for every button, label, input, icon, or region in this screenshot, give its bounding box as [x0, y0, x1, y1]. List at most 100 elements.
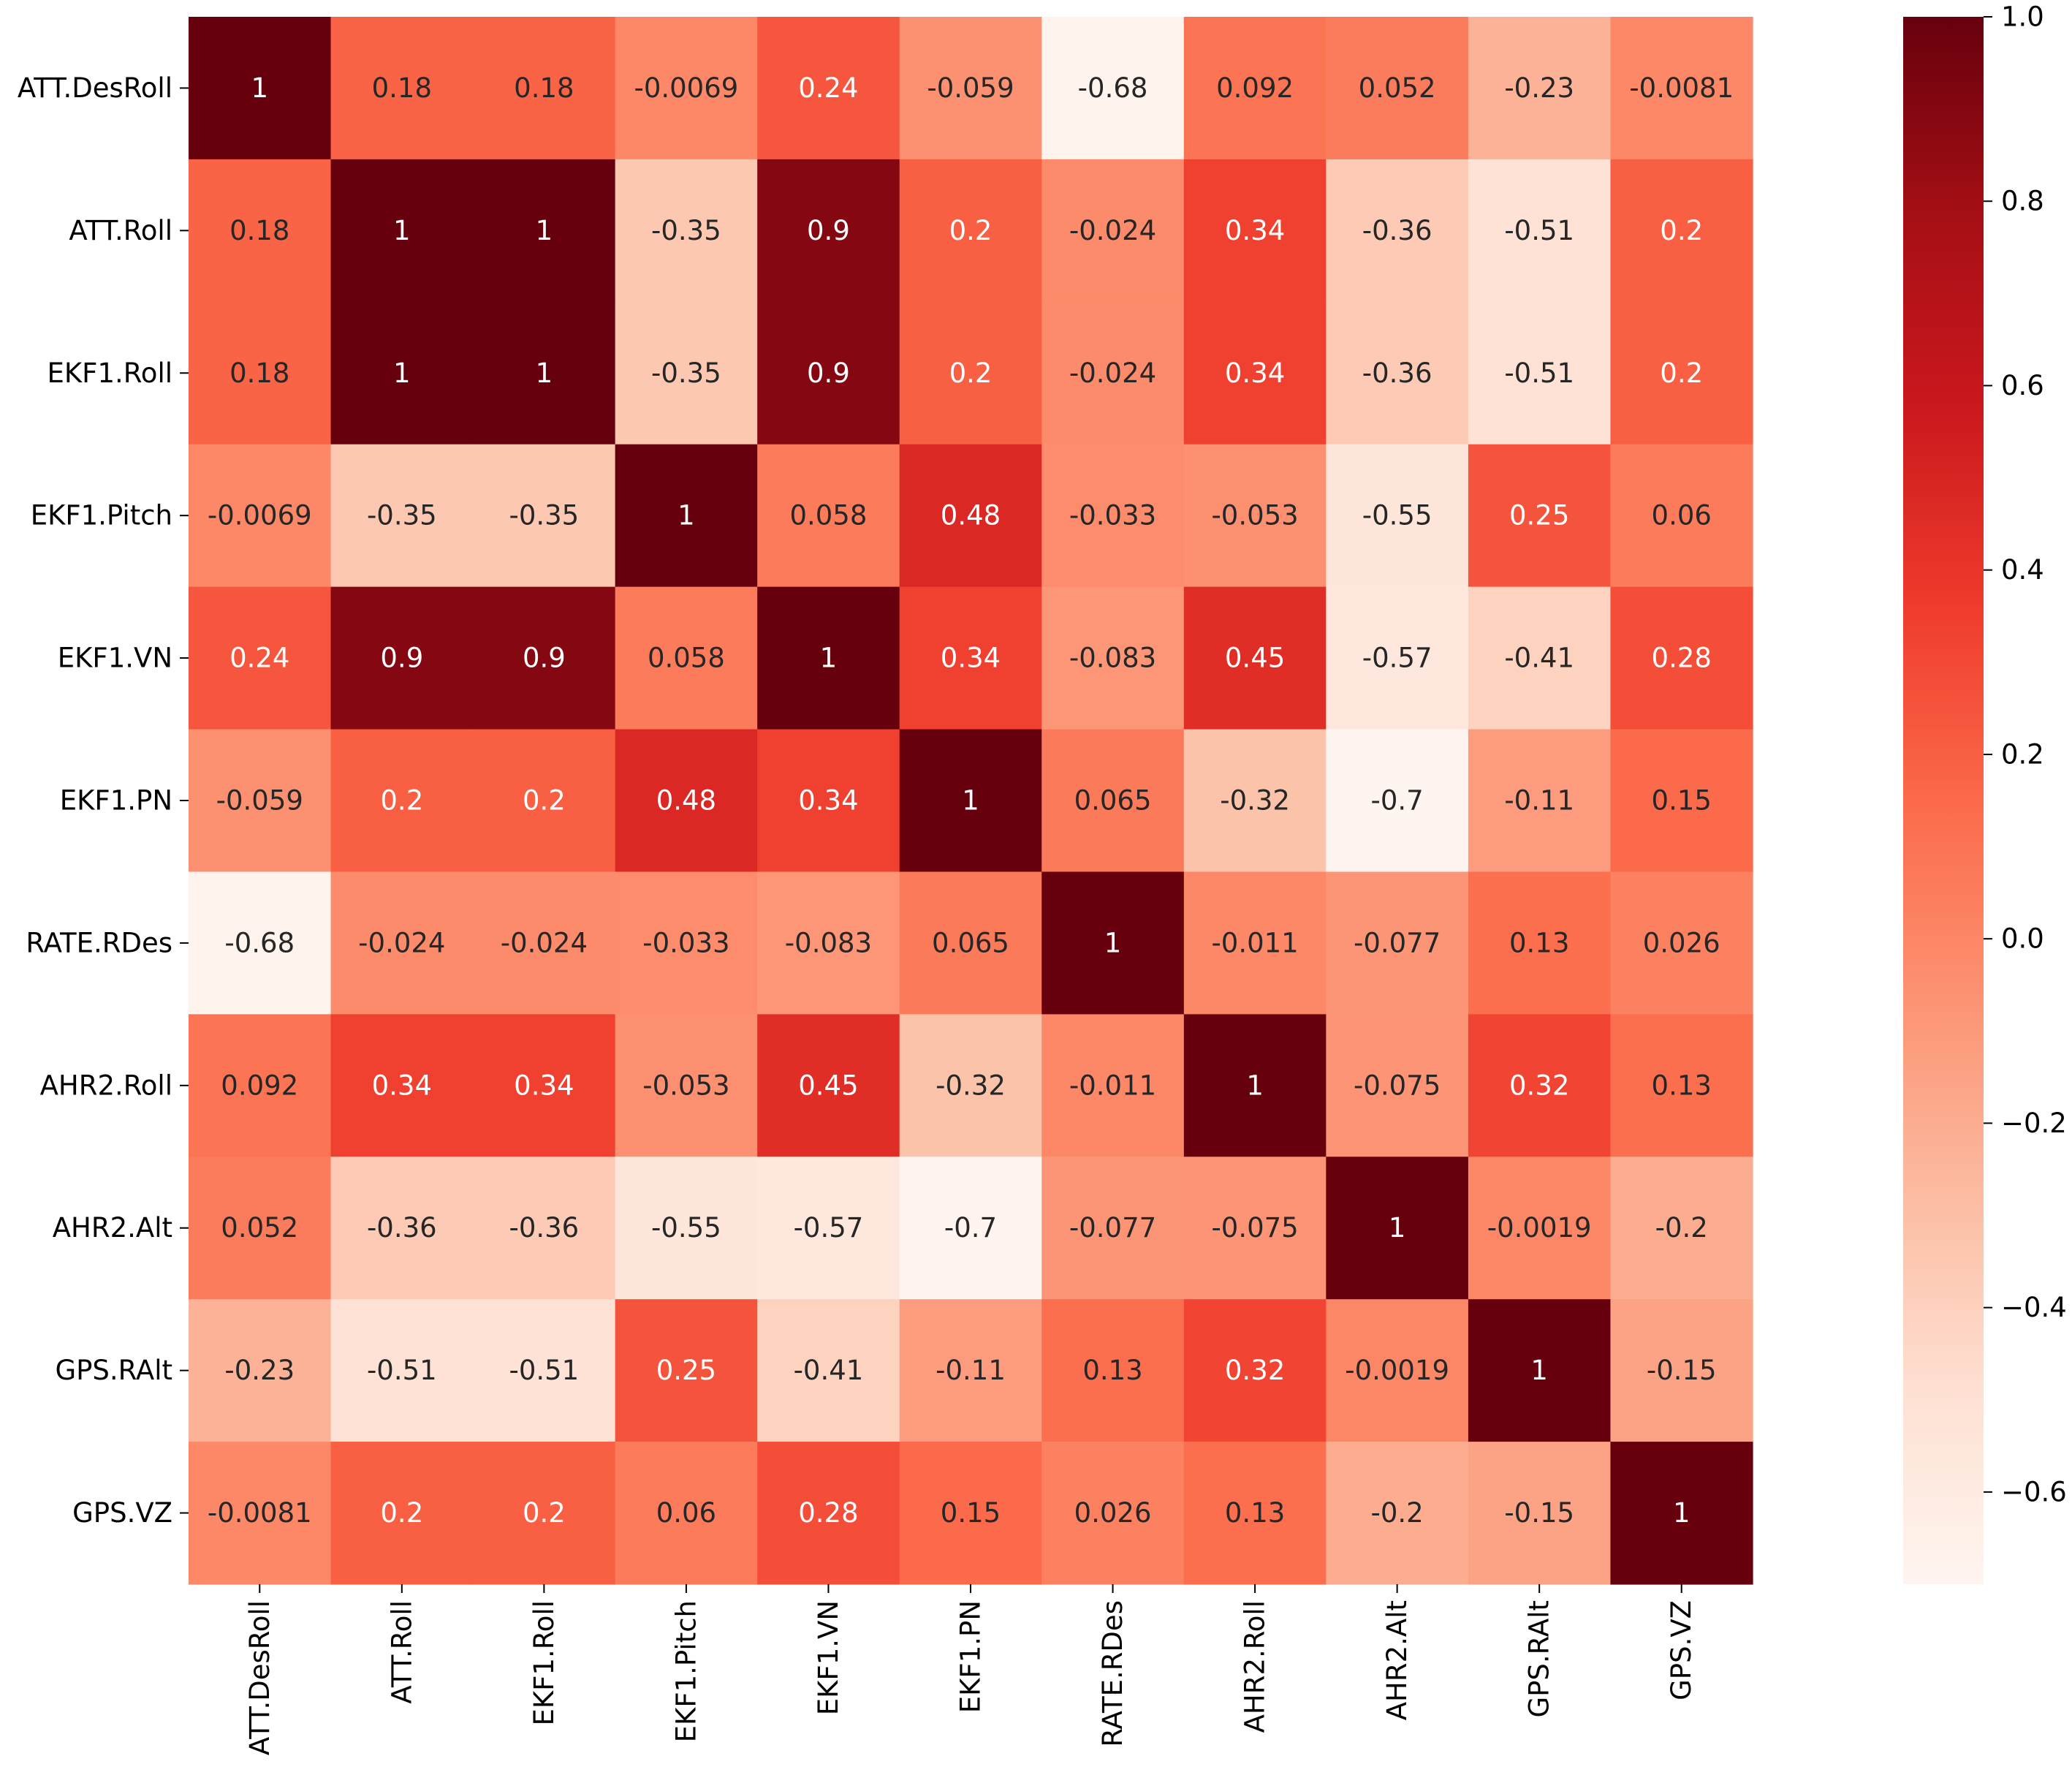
heatmap-cell	[1326, 1299, 1469, 1442]
cell-value-label: -0.35	[651, 215, 721, 246]
cell-value-label: 0.18	[372, 72, 432, 104]
cell-value-label: 0.48	[941, 500, 1001, 531]
colorbar-tick-label: 0.6	[2001, 370, 2044, 401]
heatmap-cell	[473, 444, 616, 588]
heatmap-cell	[1326, 159, 1469, 303]
heatmap-cell	[1326, 301, 1469, 445]
cell-value-label: 0.18	[229, 215, 289, 246]
cell-value-label: 0.25	[656, 1355, 716, 1386]
cell-value-label: -0.15	[1647, 1355, 1717, 1386]
cell-value-label: -0.57	[794, 1212, 864, 1244]
cell-value-label: -0.35	[509, 500, 579, 531]
heatmap-cell	[473, 1157, 616, 1300]
cell-value-label: 0.058	[789, 500, 867, 531]
cell-value-label: 0.13	[1225, 1497, 1285, 1529]
cell-value-label: -0.053	[642, 1070, 729, 1101]
y-tick-label: EKF1.Pitch	[31, 500, 172, 531]
x-axis: ATT.DesRoll ATT.Roll EKF1.Roll EKF1.Pitch EK…	[244, 1584, 1697, 1755]
heatmap-cell	[1326, 1014, 1469, 1157]
cell-value-label: -0.033	[642, 927, 729, 958]
cell-value-label: 0.2	[380, 785, 423, 817]
cell-value-label: 0.9	[523, 643, 566, 674]
cell-value-label: 0.9	[380, 643, 423, 674]
heatmap-cell	[615, 871, 758, 1015]
heatmap-cell	[189, 444, 332, 588]
cell-value-label: -0.059	[927, 72, 1014, 104]
colorbar-tick-label: 0.0	[2001, 923, 2044, 955]
cell-value-label: -0.0081	[208, 1497, 312, 1529]
cell-value-label: 0.34	[1225, 215, 1285, 246]
cell-value-label: -0.2	[1371, 1497, 1424, 1529]
heatmap-cell	[473, 301, 616, 445]
cell-value-label: 1	[393, 215, 411, 246]
cell-value-label: 0.065	[932, 927, 1009, 958]
heatmap-cell	[330, 159, 474, 303]
heatmap-cell	[189, 871, 332, 1015]
cell-value-label: -0.024	[358, 927, 445, 958]
heatmap-cell	[615, 1157, 758, 1300]
cell-value-label: -0.0019	[1487, 1212, 1592, 1244]
cell-value-label: 0.058	[648, 643, 725, 674]
heatmap-cell	[1041, 1014, 1185, 1157]
heatmap-cell	[330, 586, 474, 730]
cell-value-label: -0.55	[1362, 500, 1432, 531]
cell-value-label: 0.092	[221, 1070, 298, 1101]
heatmap-cell	[1183, 871, 1327, 1015]
cell-value-label: -0.68	[224, 927, 295, 958]
cell-value-label: -0.11	[936, 1355, 1006, 1386]
heatmap-cell	[899, 17, 1042, 160]
heatmap-cell	[899, 729, 1042, 873]
y-tick-label: AHR2.Alt	[53, 1212, 172, 1244]
cell-value-label: -0.033	[1069, 500, 1156, 531]
heatmap-cell	[330, 301, 474, 445]
cell-value-label: -0.23	[1504, 72, 1574, 104]
heatmap-cell	[899, 301, 1042, 445]
cell-value-label: 0.45	[1225, 643, 1285, 674]
cell-value-label: 0.15	[941, 1497, 1001, 1529]
cell-value-label: 0.18	[514, 72, 574, 104]
cell-value-label: 0.28	[798, 1497, 858, 1529]
y-tick-label: EKF1.VN	[58, 643, 172, 674]
cell-value-label: -0.7	[1371, 785, 1424, 817]
cell-value-label: -0.075	[1354, 1070, 1441, 1101]
x-tick-label: EKF1.Pitch	[670, 1600, 702, 1742]
cell-value-label: -0.32	[1220, 785, 1290, 817]
heatmap-cell	[330, 729, 474, 873]
heatmap-cell	[1468, 1442, 1612, 1585]
cell-value-label: -0.077	[1354, 927, 1441, 958]
cell-value-label: -0.7	[944, 1212, 997, 1244]
y-tick-label: RATE.RDes	[26, 927, 172, 958]
y-tick-label: GPS.RAlt	[55, 1355, 172, 1386]
cell-value-label: -0.083	[1069, 643, 1156, 674]
heatmap-cell	[757, 1014, 900, 1157]
cell-value-label: -0.15	[1504, 1497, 1574, 1529]
cell-value-label: -0.11	[1504, 785, 1574, 817]
cell-value-label: 0.06	[656, 1497, 716, 1529]
heatmap-cell	[189, 17, 332, 160]
heatmap-cell	[330, 444, 474, 588]
heatmap-cell	[1468, 17, 1612, 160]
heatmap-cell	[1183, 444, 1327, 588]
cell-value-label: 0.2	[380, 1497, 423, 1529]
cell-value-label: -0.51	[1504, 215, 1574, 246]
cell-value-label: 0.34	[1225, 357, 1285, 389]
cell-value-label: -0.36	[509, 1212, 579, 1244]
heatmap-cell	[189, 1442, 332, 1585]
cell-value-label: 0.24	[229, 643, 289, 674]
cell-value-label: -0.053	[1211, 500, 1298, 531]
cell-value-label: 0.13	[1082, 1355, 1142, 1386]
heatmap-cell	[330, 1014, 474, 1157]
heatmap-cell	[1041, 871, 1185, 1015]
cell-value-label: 0.25	[1509, 500, 1569, 531]
heatmap-cell	[189, 1299, 332, 1442]
cell-value-label: -0.059	[216, 785, 303, 817]
heatmap-cell	[1468, 1157, 1612, 1300]
heatmap-cell	[1041, 1442, 1185, 1585]
cell-value-label: 0.9	[807, 215, 850, 246]
y-tick-label: AHR2.Roll	[40, 1070, 172, 1101]
heatmap-cell	[330, 871, 474, 1015]
x-tick-label: GPS.RAlt	[1524, 1600, 1555, 1718]
colorbar-tick-label: −0.6	[2001, 1476, 2067, 1507]
y-tick-label: ATT.DesRoll	[18, 72, 172, 104]
heatmap-cell	[1468, 1299, 1612, 1442]
